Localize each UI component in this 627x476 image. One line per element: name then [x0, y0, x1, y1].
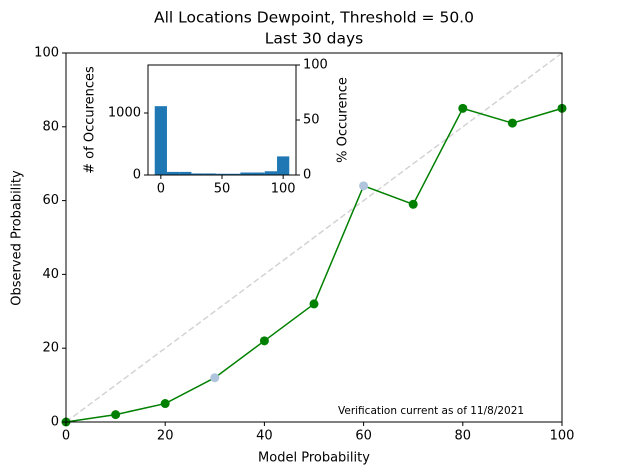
point — [309, 299, 319, 309]
point — [210, 373, 220, 383]
bar — [154, 106, 167, 175]
y-tick-label: 100 — [34, 46, 59, 61]
bar — [240, 172, 253, 175]
axes-frame — [147, 64, 297, 176]
x-tick-label: 0 — [62, 429, 70, 444]
bar — [277, 156, 290, 175]
x-tick-label: 60 — [355, 429, 372, 444]
bar — [166, 171, 180, 175]
axes-frame — [65, 52, 563, 423]
y2-tick-label: 50 — [303, 113, 320, 128]
bar — [179, 171, 192, 175]
y-axis-label: Observed Probability — [10, 170, 25, 306]
x-tick-label: 100 — [550, 429, 575, 444]
point — [408, 199, 418, 209]
inset-y-axis-label: # of Occurences — [83, 66, 98, 174]
bar — [191, 173, 204, 175]
bar — [252, 172, 265, 175]
line — [65, 107, 563, 423]
x-tick-label: 40 — [256, 429, 273, 444]
inset-background — [148, 65, 296, 175]
y-tick-label: 20 — [42, 341, 59, 356]
reference-diagonal — [65, 52, 563, 423]
y-tick-label: 0 — [133, 168, 141, 183]
y2-tick-label: 100 — [303, 58, 328, 73]
chart-subtitle: Last 30 days — [265, 30, 363, 48]
y2-tick-label: 0 — [303, 168, 311, 183]
point — [359, 181, 369, 191]
chart-title: All Locations Dewpoint, Threshold = 50.0 — [154, 9, 474, 27]
y-tick-label: 0 — [51, 415, 59, 430]
x-tick-label: 50 — [214, 182, 231, 197]
bar — [264, 171, 278, 175]
point — [259, 336, 269, 346]
x-tick-label: 80 — [455, 429, 472, 444]
x-tick-label: 20 — [157, 429, 174, 444]
point — [507, 118, 517, 128]
y-tick-label: 80 — [42, 119, 59, 134]
annotation: Verification current as of 11/8/2021 — [338, 405, 524, 417]
y-tick-label: 1000 — [108, 105, 141, 120]
bar — [228, 173, 241, 175]
bar — [203, 173, 216, 175]
x-tick-label: 0 — [157, 182, 165, 197]
x-tick-label: 100 — [271, 182, 296, 197]
bar — [215, 173, 229, 175]
point — [160, 399, 170, 409]
x-axis-label: Model Probability — [258, 451, 370, 466]
y-tick-label: 60 — [42, 193, 59, 208]
y-tick-label: 40 — [42, 267, 59, 282]
point — [458, 103, 468, 113]
inset-y2-axis-label: % Occurence — [336, 77, 351, 163]
point — [111, 410, 121, 420]
